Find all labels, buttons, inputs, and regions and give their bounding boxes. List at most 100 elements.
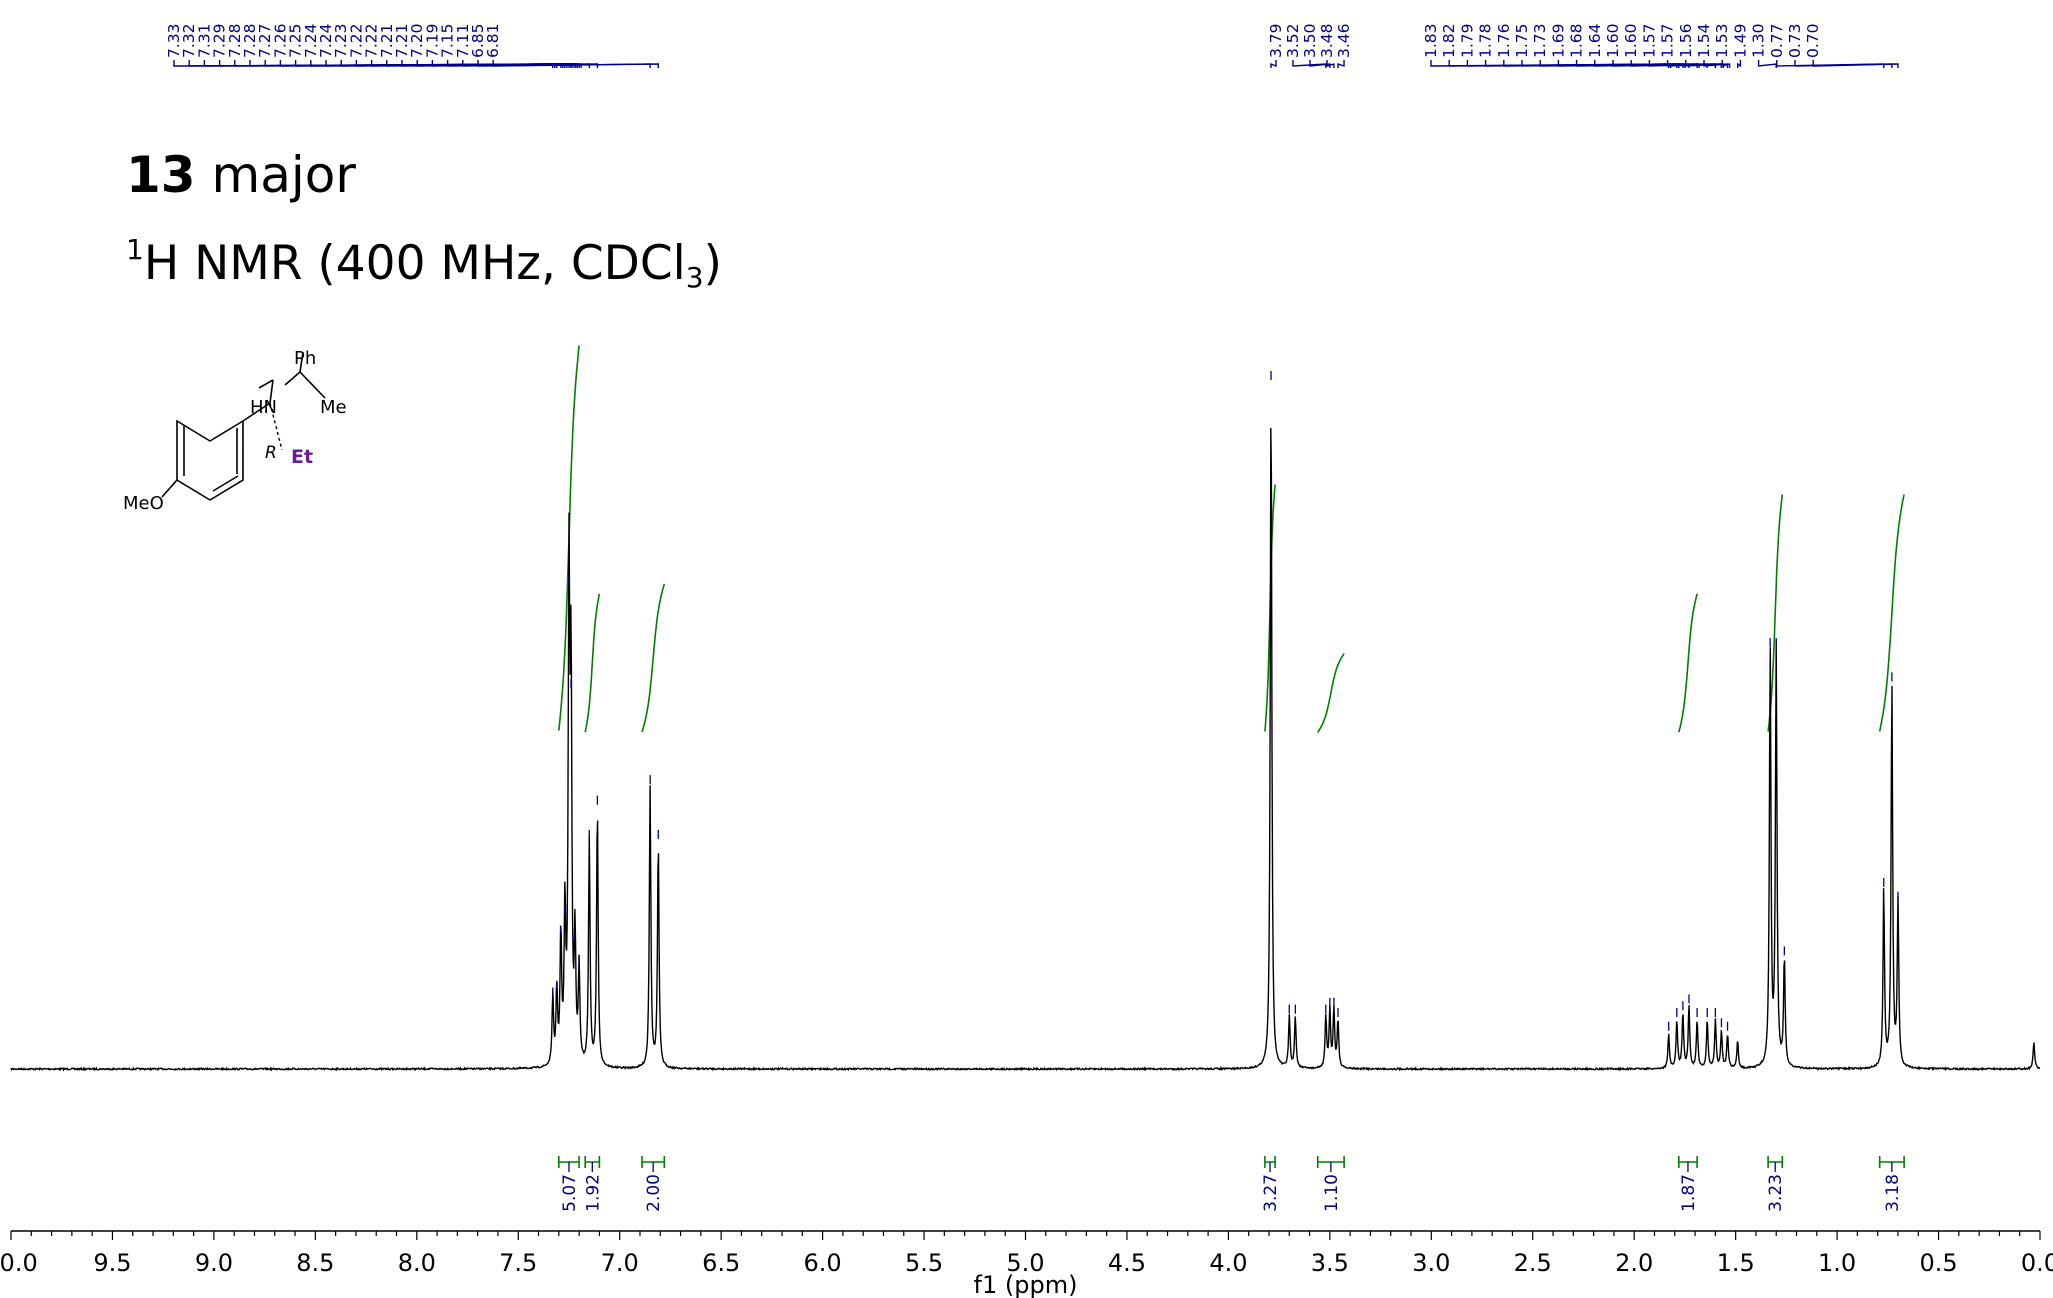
peak-label: 0.70 (1804, 23, 1822, 58)
peak-label: 1.78 (1477, 23, 1495, 58)
peak-label: 1.79 (1458, 23, 1476, 58)
nucleus-symbol: H (143, 236, 180, 291)
peak-label: 7.21 (393, 23, 411, 58)
integral-value: 1.10 (1322, 1174, 1342, 1212)
peak-label: 1.57 (1640, 23, 1658, 58)
integral-curve (1317, 653, 1345, 733)
peak-label: 3.48 (1318, 23, 1336, 58)
x-tick-label: 3.0 (1412, 1249, 1450, 1277)
figure-title: 13 major 1H NMR (400 MHz, CDCl3) (126, 140, 722, 318)
peak-label: 7.24 (317, 23, 335, 58)
x-tick-label: 4.5 (1108, 1249, 1146, 1277)
nmr-method: 1H NMR (400 MHz, CDCl3) (126, 210, 722, 318)
x-tick-label: 8.0 (398, 1249, 436, 1277)
compound-number: 13 (126, 146, 196, 204)
peak-label: 1.69 (1549, 23, 1567, 58)
peak-label: 0.73 (1786, 23, 1804, 58)
peak-label: 3.50 (1301, 23, 1319, 58)
x-tick-label: 0.5 (1919, 1249, 1957, 1277)
bond-ch-to-n (258, 379, 274, 389)
peak-label: 7.27 (256, 23, 274, 58)
peak-label: 7.22 (347, 23, 365, 58)
peak-label-leader (1309, 60, 1331, 68)
integral-value: 3.27 (1261, 1174, 1281, 1212)
x-tick-label: 10.0 (0, 1249, 38, 1277)
peak-label-leader (1737, 60, 1742, 68)
peak-label: 1.75 (1513, 23, 1531, 58)
peak-label-leader (1270, 60, 1277, 68)
x-tick-label: 8.5 (296, 1249, 334, 1277)
x-tick-label: 9.5 (93, 1249, 131, 1277)
ring-double-bonds (183, 426, 239, 492)
x-tick-label: 7.0 (601, 1249, 639, 1277)
solvent-subscript: 3 (685, 261, 704, 294)
integral-value: 1.92 (583, 1174, 603, 1212)
integral-curve (1678, 593, 1698, 733)
x-tick-label: 1.5 (1717, 1249, 1755, 1277)
label-et: Et (291, 446, 313, 468)
peak-label: 1.60 (1622, 23, 1640, 58)
peak-label: 7.33 (165, 23, 183, 58)
spectrum-trace (10, 427, 2041, 1072)
integral-curve (1878, 494, 1905, 732)
peak-label: 1.49 (1731, 23, 1749, 58)
x-tick-label: 4.0 (1209, 1249, 1247, 1277)
peak-label: 7.28 (241, 23, 259, 58)
peak-label: 7.21 (378, 23, 396, 58)
nucleus-mass: 1 (126, 233, 144, 266)
x-tick-label: 2.0 (1615, 1249, 1653, 1277)
integral-value: 5.07 (560, 1174, 580, 1212)
label-hn: HN (250, 397, 277, 418)
peak-label: 7.26 (271, 23, 289, 58)
integral-curve (584, 593, 601, 733)
peak-label: 1.60 (1604, 23, 1622, 58)
x-tick-label: 7.5 (499, 1249, 537, 1277)
integral-value: 3.23 (1766, 1174, 1786, 1212)
peak-label: 6.85 (469, 23, 487, 58)
x-axis-label: f1 (ppm) (974, 1271, 1078, 1298)
peak-label: 7.28 (226, 23, 244, 58)
bond-ring-to-o (161, 479, 178, 498)
peak-label: 7.23 (332, 23, 350, 58)
x-tick-label: 1.0 (1818, 1249, 1856, 1277)
x-tick-label: 9.0 (195, 1249, 233, 1277)
peak-label: 1.57 (1659, 23, 1677, 58)
peak-label-leader (1703, 60, 1729, 68)
method-close: ) (703, 236, 722, 291)
peak-label: 1.76 (1495, 23, 1513, 58)
x-tick-label: 0.0 (2021, 1249, 2053, 1277)
integral-value: 2.00 (644, 1174, 664, 1212)
peak-label: 7.20 (408, 23, 426, 58)
peak-label: 1.30 (1750, 23, 1768, 58)
peak-label: 1.54 (1695, 23, 1713, 58)
peak-label: 7.22 (363, 23, 381, 58)
peak-label: 1.53 (1713, 23, 1731, 58)
peak-label: 1.73 (1531, 23, 1549, 58)
label-r: R (265, 443, 277, 463)
peak-label: 7.24 (302, 23, 320, 58)
peak-label: 3.46 (1335, 23, 1353, 58)
peak-label: 7.15 (439, 23, 457, 58)
peak-label: 7.31 (195, 23, 213, 58)
method-text: NMR (400 MHz, CDCl (194, 236, 686, 291)
peak-label: 3.79 (1267, 23, 1285, 58)
peak-label: 1.82 (1440, 23, 1458, 58)
compound-title: 13 major (126, 140, 722, 210)
peak-label: 0.77 (1768, 23, 1786, 58)
peak-label: 1.64 (1586, 23, 1604, 58)
integral-curve (641, 583, 666, 733)
x-tick-label: 5.0 (1006, 1249, 1044, 1277)
peak-label: 7.29 (211, 23, 229, 58)
x-tick-label: 2.5 (1514, 1249, 1552, 1277)
label-meo: MeO (123, 493, 164, 514)
x-tick-label: 5.5 (905, 1249, 943, 1277)
hashed-bond-et (269, 402, 283, 451)
integral-value: 3.18 (1883, 1174, 1903, 1212)
compound-qualifier: major (211, 146, 356, 204)
x-tick-label: 6.0 (804, 1249, 842, 1277)
peak-label: 7.32 (180, 23, 198, 58)
peak-label: 1.68 (1568, 23, 1586, 58)
